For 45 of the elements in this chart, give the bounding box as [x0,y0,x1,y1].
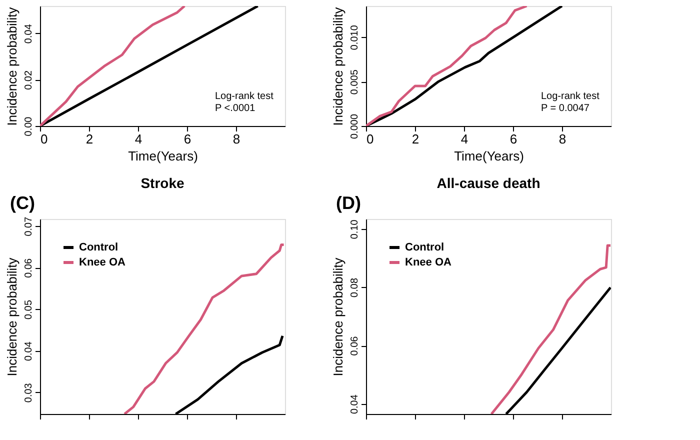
line-series [123,244,285,414]
y-axis-title: Incidence probability [4,6,20,126]
x-tick-label: 2 [412,132,420,146]
annotation: P <.0001 [215,103,256,114]
annotation: P = 0.0047 [541,103,590,114]
x-tick-label: 8 [558,132,566,146]
x-axis-title: Time(Years) [454,148,524,164]
x-tick-label: 2 [86,132,94,146]
y-tick-label: 0.010 [350,24,360,50]
x-tick-label: 0 [40,132,48,146]
chart-title: Stroke [140,175,184,191]
x-axis-title: Time(Years) [128,148,198,164]
x-tick-label: 8 [232,132,240,146]
y-tick-label: 0.10 [350,219,360,240]
y-axis-title: Incidence probability [330,6,346,126]
y-tick-label: 0.04 [24,341,34,362]
x-tick-label: 6 [184,132,192,146]
y-tick-label: 0.04 [350,394,360,414]
legend-label: Control [79,242,118,254]
legend-label: Knee OA [405,256,452,268]
y-tick-label: 0.05 [24,300,34,320]
legend-label: Knee OA [79,256,126,268]
line-series [490,244,611,414]
text: (C) [10,193,35,213]
y-tick-label: 0.03 [24,382,34,403]
legend-label: Control [405,242,444,254]
y-tick-label: 0.06 [24,258,34,278]
x-tick-label: 0 [366,132,374,146]
y-tick-label: 0.07 [24,216,34,236]
annotation: Log-rank test [541,91,600,102]
y-tick-label: 0.02 [24,70,34,90]
y-axis-title: Incidence probability [4,257,20,376]
text: (D) [336,193,361,213]
x-tick-label: 4 [460,132,468,146]
y-tick-label: 0.06 [350,336,360,356]
y-tick-label: 0.005 [350,69,360,95]
y-tick-label: 0.00 [24,116,34,136]
y-tick-label: 0.000 [350,114,360,140]
y-tick-label: 0.08 [350,278,360,298]
x-tick-label: 6 [510,132,518,146]
chart-title: All-cause death [436,175,540,191]
y-tick-label: 0.04 [24,24,34,44]
x-tick-label: 4 [134,132,142,146]
y-axis-title: Incidence probability [330,257,346,376]
annotation: Log-rank test [215,91,274,102]
